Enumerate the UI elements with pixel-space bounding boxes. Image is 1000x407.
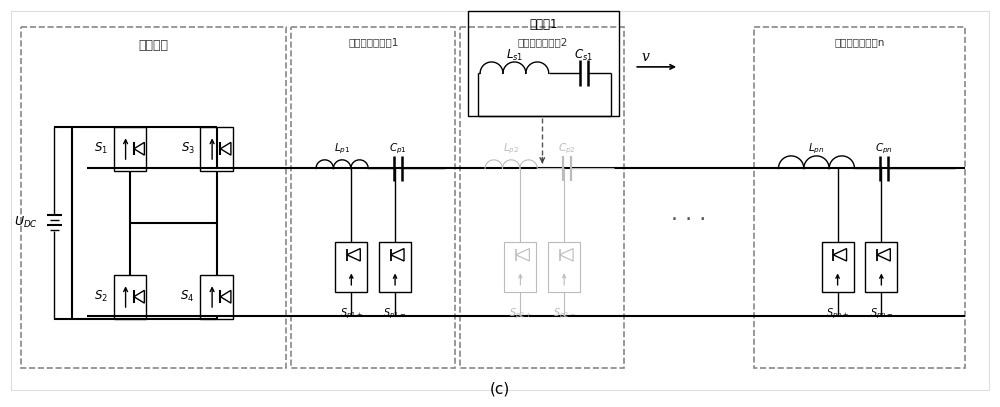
Text: $S_{pn-}$: $S_{pn-}$: [870, 306, 893, 321]
Text: $L_{pn}$: $L_{pn}$: [808, 142, 825, 156]
Text: $C_{p1}$: $C_{p1}$: [389, 142, 407, 156]
Text: $C_{p2}$: $C_{p2}$: [558, 142, 576, 156]
Bar: [460, 27, 624, 368]
Bar: [200, 127, 233, 171]
Bar: [822, 243, 854, 292]
Text: $S_{p2+}$: $S_{p2+}$: [509, 306, 532, 321]
Bar: [200, 274, 233, 319]
Bar: [21, 27, 286, 368]
Text: $S_{p1+}$: $S_{p1+}$: [340, 306, 363, 321]
Text: v: v: [641, 50, 649, 64]
Bar: [335, 243, 367, 292]
Bar: [504, 243, 536, 292]
Text: $S_{p2-}$: $S_{p2-}$: [553, 306, 576, 321]
Bar: [865, 243, 897, 292]
Bar: [114, 274, 146, 319]
Text: $S_2$: $S_2$: [94, 289, 108, 304]
Text: 接收端1: 接收端1: [530, 18, 558, 31]
Text: $S_{p1-}$: $S_{p1-}$: [383, 306, 407, 321]
Bar: [468, 11, 619, 116]
Text: $C_{pn}$: $C_{pn}$: [875, 142, 893, 156]
Bar: [291, 27, 455, 368]
Text: $S_4$: $S_4$: [180, 289, 195, 304]
Text: $U_{DC}$: $U_{DC}$: [14, 215, 38, 230]
Text: $S_3$: $S_3$: [181, 141, 195, 156]
Bar: [379, 243, 411, 292]
Text: (c): (c): [490, 382, 510, 397]
Text: $L_{s1}$: $L_{s1}$: [506, 48, 523, 63]
Text: 发射电源: 发射电源: [138, 39, 168, 52]
Text: 发射导轨供电段2: 发射导轨供电段2: [517, 37, 567, 47]
Text: · · ·: · · ·: [671, 210, 707, 230]
Bar: [548, 243, 580, 292]
Text: $L_{p1}$: $L_{p1}$: [334, 142, 350, 156]
Text: 发射导轨供电段n: 发射导轨供电段n: [834, 37, 885, 47]
Text: $S_{pn+}$: $S_{pn+}$: [826, 306, 849, 321]
Text: $C_{s1}$: $C_{s1}$: [574, 48, 593, 63]
Text: $L_{p2}$: $L_{p2}$: [503, 142, 519, 156]
Text: $S_1$: $S_1$: [94, 141, 108, 156]
Text: 发射导轨供电段1: 发射导轨供电段1: [348, 37, 398, 47]
Bar: [114, 127, 146, 171]
Bar: [754, 27, 965, 368]
